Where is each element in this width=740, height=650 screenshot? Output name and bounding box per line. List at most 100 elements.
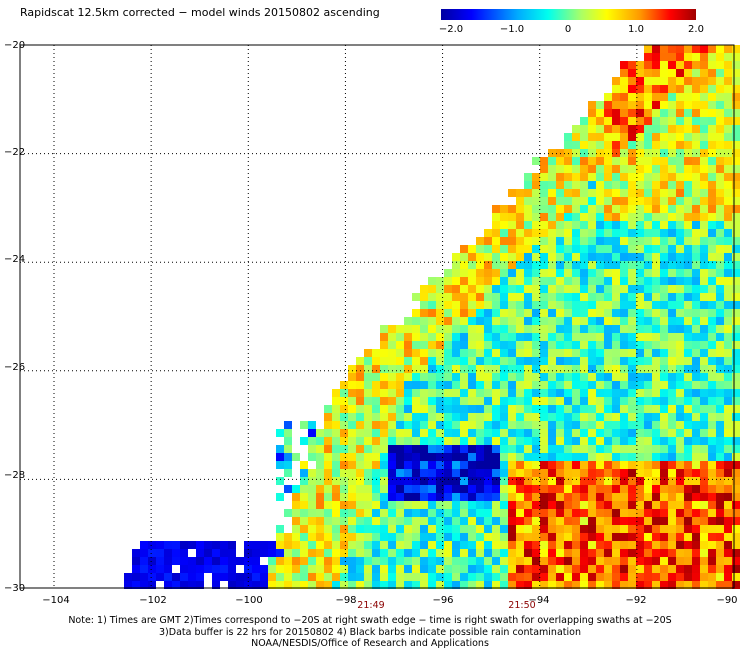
data-cell: [628, 453, 636, 461]
data-cell: [612, 517, 620, 525]
data-cell: [404, 509, 412, 517]
data-cell: [524, 293, 532, 301]
data-cell: [644, 453, 652, 461]
data-cell: [484, 381, 492, 389]
data-cell: [556, 501, 564, 509]
data-cell: [468, 397, 476, 405]
data-cell: [444, 573, 452, 581]
data-cell: [692, 517, 700, 525]
data-cell: [564, 381, 572, 389]
data-cell: [588, 221, 596, 229]
data-cell: [284, 437, 292, 445]
data-cell: [572, 237, 580, 245]
data-cell: [732, 213, 740, 221]
data-cell: [692, 245, 700, 253]
data-cell: [572, 461, 580, 469]
data-cell: [196, 565, 204, 573]
data-cell: [636, 461, 644, 469]
data-cell: [292, 485, 300, 493]
data-cell: [620, 237, 628, 245]
data-cell: [684, 533, 692, 541]
data-cell: [716, 285, 724, 293]
data-cell: [708, 85, 716, 93]
data-cell: [684, 517, 692, 525]
data-cell: [156, 565, 164, 573]
data-cell: [580, 117, 588, 125]
data-cell: [588, 245, 596, 253]
data-cell: [572, 525, 580, 533]
data-cell: [644, 261, 652, 269]
data-cell: [476, 429, 484, 437]
data-cell: [708, 133, 716, 141]
data-cell: [364, 437, 372, 445]
data-cell: [364, 485, 372, 493]
data-cell: [492, 413, 500, 421]
data-cell: [316, 541, 324, 549]
data-cell: [700, 405, 708, 413]
data-cell: [580, 461, 588, 469]
data-cell: [708, 469, 716, 477]
data-cell: [436, 429, 444, 437]
data-cell: [548, 525, 556, 533]
data-cell: [612, 157, 620, 165]
data-cell: [660, 117, 668, 125]
data-cell: [636, 77, 644, 85]
data-cell: [604, 181, 612, 189]
data-cell: [524, 269, 532, 277]
data-cell: [140, 549, 148, 557]
data-cell: [564, 149, 572, 157]
data-cell: [564, 205, 572, 213]
data-cell: [396, 533, 404, 541]
data-cell: [364, 541, 372, 549]
data-cell: [692, 101, 700, 109]
data-cell: [676, 421, 684, 429]
data-cell: [732, 349, 740, 357]
data-cell: [692, 557, 700, 565]
data-cell: [444, 349, 452, 357]
data-cell: [636, 365, 644, 373]
data-cell: [692, 205, 700, 213]
data-cell: [596, 277, 604, 285]
data-cell: [732, 141, 740, 149]
data-cell: [460, 437, 468, 445]
data-cell: [516, 405, 524, 413]
data-cell: [556, 149, 564, 157]
data-cell: [548, 429, 556, 437]
data-cell: [324, 461, 332, 469]
data-cell: [412, 565, 420, 573]
data-cell: [620, 397, 628, 405]
data-cell: [644, 477, 652, 485]
data-cell: [732, 245, 740, 253]
data-cell: [604, 341, 612, 349]
data-cell: [564, 533, 572, 541]
data-cell: [332, 557, 340, 565]
data-cell: [540, 309, 548, 317]
data-cell: [508, 373, 516, 381]
data-cell: [364, 413, 372, 421]
data-cell: [668, 117, 676, 125]
data-cell: [676, 45, 684, 53]
data-cell: [684, 557, 692, 565]
data-cell: [508, 461, 516, 469]
data-cell: [660, 165, 668, 173]
data-cell: [580, 325, 588, 333]
data-cell: [636, 197, 644, 205]
data-cell: [644, 565, 652, 573]
data-cell: [684, 197, 692, 205]
data-cell: [700, 269, 708, 277]
data-cell: [572, 501, 580, 509]
data-cell: [524, 397, 532, 405]
data-cell: [468, 557, 476, 565]
data-cell: [572, 173, 580, 181]
data-cell: [604, 301, 612, 309]
data-cell: [516, 437, 524, 445]
data-cell: [660, 541, 668, 549]
data-cell: [636, 61, 644, 69]
data-cell: [652, 349, 660, 357]
data-cell: [732, 165, 740, 173]
data-cell: [636, 205, 644, 213]
data-cell: [548, 549, 556, 557]
data-cell: [652, 405, 660, 413]
data-cell: [684, 469, 692, 477]
data-cell: [420, 469, 428, 477]
